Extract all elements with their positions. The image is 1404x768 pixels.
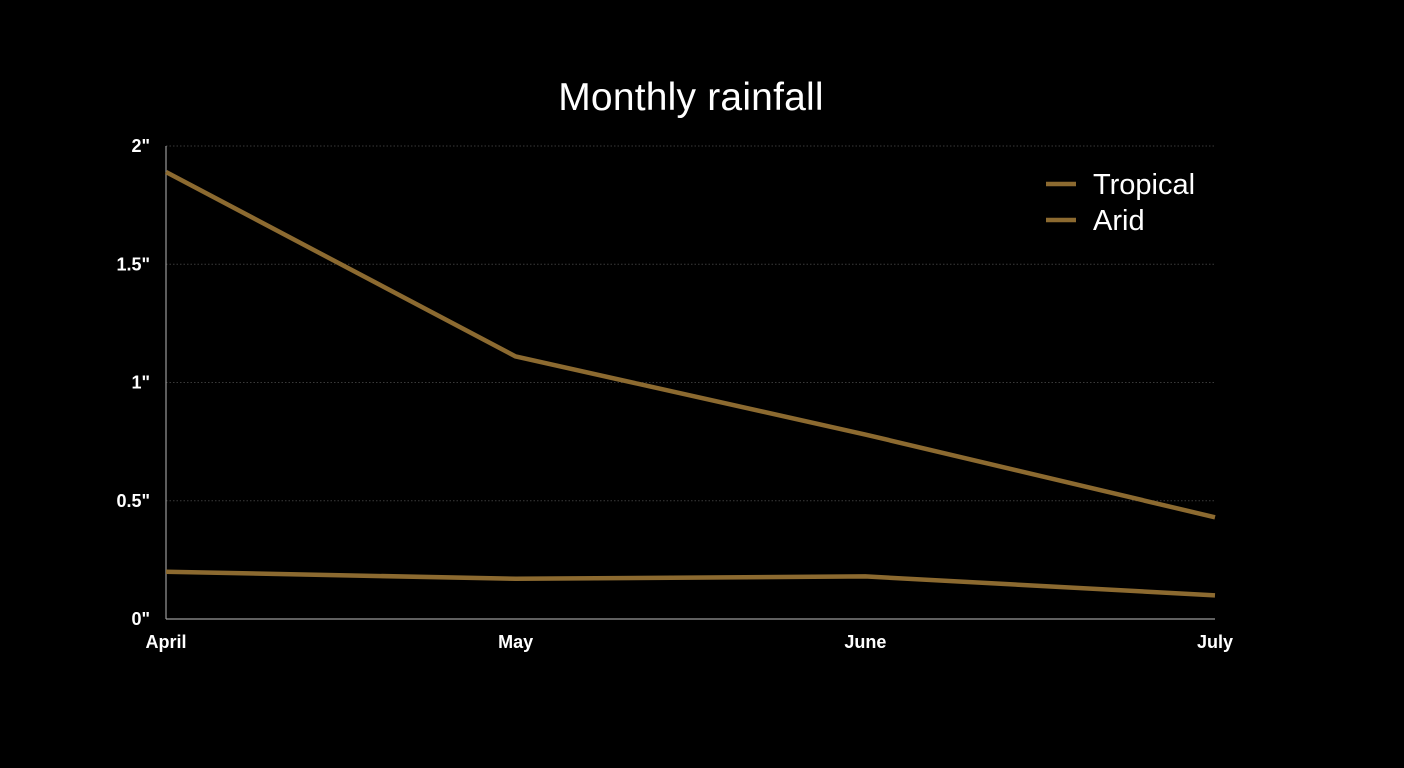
- legend-label: Arid: [1093, 205, 1145, 237]
- y-tick-label: 1.5": [116, 254, 150, 274]
- series-line-arid: [165, 569, 1216, 598]
- x-axis-tick-labels: April May June July: [145, 632, 1233, 652]
- chart-title: Monthly rainfall: [558, 76, 824, 119]
- y-tick-label: 0": [131, 609, 150, 629]
- x-tick-label: April: [145, 632, 186, 652]
- legend-label: Tropical: [1093, 169, 1195, 201]
- y-tick-label: 1": [131, 373, 150, 393]
- series-line-tropical: [164, 170, 1216, 520]
- x-tick-label: May: [498, 632, 533, 652]
- legend: Tropical Arid: [1046, 169, 1195, 237]
- grid-lines: [166, 145, 1215, 502]
- y-axis-tick-labels: 0" 0.5" 1" 1.5" 2": [116, 136, 150, 629]
- x-tick-label: July: [1197, 632, 1233, 652]
- axes: [165, 146, 1215, 620]
- series-lines: [164, 170, 1216, 598]
- y-tick-label: 2": [131, 136, 150, 156]
- y-tick-label: 0.5": [116, 491, 150, 511]
- x-tick-label: June: [844, 632, 886, 652]
